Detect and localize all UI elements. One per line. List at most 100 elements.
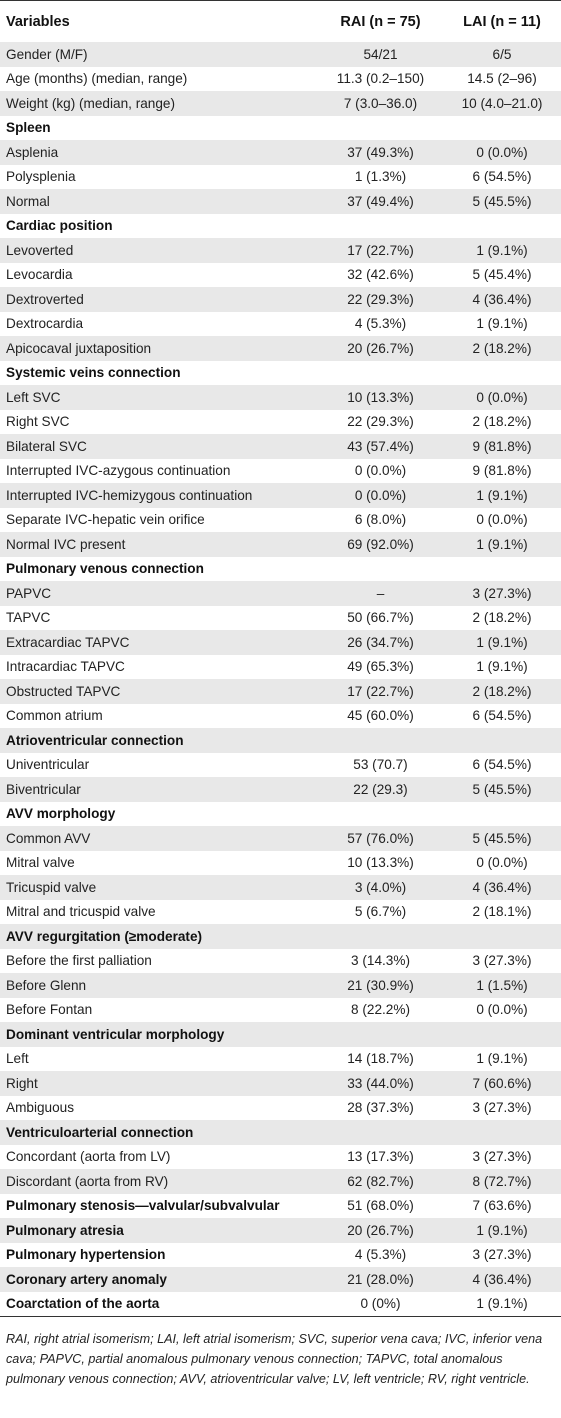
lai-value: 3 (27.3%) [472, 953, 532, 969]
rai-value: 3 (14.3%) [351, 953, 410, 969]
rai-value: 6 (8.0%) [354, 512, 407, 528]
lai-value: 3 (27.3%) [472, 1100, 532, 1116]
lai-value: 6/5 [492, 46, 512, 62]
section-header-row: Spleen [0, 116, 561, 141]
header-variables: Variables [6, 13, 70, 30]
row-label: Levocardia [6, 267, 73, 283]
row-label: Obstructed TAPVC [6, 683, 121, 699]
table-row: Mitral valve 10 (13.3%) 0 (0.0%) [0, 851, 561, 876]
row-label: Levoverted [6, 242, 74, 258]
lai-value: 6 (54.5%) [472, 757, 532, 773]
table-row: Weight (kg) (median, range) 7 (3.0–36.0) 1… [0, 91, 561, 116]
row-label: Coarctation of the aorta [6, 1296, 160, 1312]
table-row: Interrupted IVC-azygous continuation 0 (0… [0, 459, 561, 484]
table-row: Before the first palliation 3 (14.3%) 3 (2… [0, 949, 561, 974]
row-label: Dominant ventricular morphology [6, 1026, 225, 1042]
lai-value: 1 (9.1%) [476, 242, 528, 258]
lai-value: 7 (63.6%) [472, 1198, 532, 1214]
row-label: Interrupted IVC-hemizygous continuation [6, 487, 253, 503]
row-label: Intracardiac TAPVC [6, 659, 125, 675]
lai-value: 2 (18.2%) [472, 610, 532, 626]
table-row: Normal 37 (49.4%) 5 (45.5%) [0, 189, 561, 214]
row-label: Mitral valve [6, 855, 75, 871]
lai-value: 0 (0.0%) [476, 144, 528, 160]
row-label: Pulmonary atresia [6, 1222, 124, 1238]
lai-value: 9 (81.8%) [472, 438, 532, 454]
row-label: Gender (M/F) [6, 46, 88, 62]
table-row: Separate IVC-hepatic vein orifice 6 (8.0%… [0, 508, 561, 533]
row-label: Normal [6, 193, 50, 209]
rai-value: 8 (22.2%) [351, 1002, 410, 1018]
lai-value: 0 (0.0%) [476, 855, 528, 871]
lai-value: 5 (45.5%) [472, 781, 532, 797]
lai-value: 6 (54.5%) [472, 169, 532, 185]
lai-value: 8 (72.7%) [472, 1173, 532, 1189]
top-rule [0, 0, 561, 1]
lai-value: 4 (36.4%) [472, 1271, 532, 1287]
rai-value: 57 (76.0%) [347, 830, 414, 846]
table-row: Common AVV 57 (76.0%) 5 (45.5%) [0, 826, 561, 851]
rai-value: 20 (26.7%) [347, 340, 414, 356]
rai-value: 33 (44.0%) [347, 1075, 414, 1091]
rai-value: 21 (30.9%) [347, 977, 414, 993]
rai-value: 0 (0.0%) [354, 487, 407, 503]
row-label: Bilateral SVC [6, 438, 87, 454]
rai-value: 21 (28.0%) [347, 1271, 414, 1287]
rai-value: 22 (29.3%) [347, 414, 414, 430]
lai-value: 14.5 (2–96) [467, 71, 537, 87]
lai-value: 2 (18.2%) [472, 340, 532, 356]
row-label: Weight (kg) (median, range) [6, 95, 175, 111]
rai-value: 51 (68.0%) [347, 1198, 414, 1214]
rai-value: 0 (0%) [360, 1296, 401, 1312]
lai-value: 1 (9.1%) [476, 659, 528, 675]
table-row: TAPVC 50 (66.7%) 2 (18.2%) [0, 606, 561, 631]
section-header-row: Pulmonary stenosis—valvular/subvalvular 5… [0, 1194, 561, 1219]
lai-value: 6 (54.5%) [472, 708, 532, 724]
rai-value: 50 (66.7%) [347, 610, 414, 626]
rai-value: 10 (13.3%) [347, 389, 414, 405]
rai-value: 62 (82.7%) [347, 1173, 414, 1189]
lai-value: 1 (9.1%) [476, 1296, 528, 1312]
row-label: PAPVC [6, 585, 52, 601]
row-label: Right SVC [6, 414, 70, 430]
table-body: Gender (M/F) 54/21 6/5 Age (months) (median… [0, 42, 561, 1316]
table-row: Univentricular 53 (70.7) 6 (54.5%) [0, 753, 561, 778]
row-label: Before Glenn [6, 977, 87, 993]
table-header: Variables RAI (n = 75) LAI (n = 11) [0, 1, 561, 42]
section-header-row: Pulmonary atresia 20 (26.7%) 1 (9.1%) [0, 1218, 561, 1243]
row-label: Dextrocardia [6, 316, 84, 332]
table-row: Gender (M/F) 54/21 6/5 [0, 42, 561, 67]
lai-value: 5 (45.5%) [472, 830, 532, 846]
header-lai: LAI (n = 11) [463, 13, 541, 30]
lai-value: 1 (9.1%) [476, 316, 528, 332]
row-label: Ambiguous [6, 1100, 75, 1116]
lai-value: 7 (60.6%) [472, 1075, 532, 1091]
row-label: Normal IVC present [6, 536, 126, 552]
table-row: Before Glenn 21 (30.9%) 1 (1.5%) [0, 973, 561, 998]
table-row: Levocardia 32 (42.6%) 5 (45.4%) [0, 263, 561, 288]
row-label: Cardiac position [6, 218, 113, 234]
table-row: PAPVC – 3 (27.3%) [0, 581, 561, 606]
lai-value: 1 (1.5%) [476, 977, 528, 993]
lai-value: 5 (45.4%) [472, 267, 532, 283]
lai-value: 1 (9.1%) [476, 1051, 528, 1067]
section-header-row: Coarctation of the aorta 0 (0%) 1 (9.1%) [0, 1292, 561, 1317]
bottom-rule [0, 1316, 561, 1317]
rai-value: 3 (4.0%) [354, 879, 407, 895]
rai-value: 20 (26.7%) [347, 1222, 414, 1238]
lai-value: 3 (27.3%) [472, 585, 532, 601]
section-header-row: Cardiac position [0, 214, 561, 239]
lai-value: 0 (0.0%) [476, 389, 528, 405]
table-row: Asplenia 37 (49.3%) 0 (0.0%) [0, 140, 561, 165]
lai-value: 2 (18.2%) [472, 683, 532, 699]
table-row: Polysplenia 1 (1.3%) 6 (54.5%) [0, 165, 561, 190]
rai-value: 43 (57.4%) [347, 438, 414, 454]
lai-value: 1 (9.1%) [476, 1222, 528, 1238]
rai-value: 22 (29.3) [353, 781, 408, 797]
row-label: Interrupted IVC-azygous continuation [6, 463, 231, 479]
row-label: Atrioventricular connection [6, 732, 184, 748]
table-row: Ambiguous 28 (37.3%) 3 (27.3%) [0, 1096, 561, 1121]
row-label: Concordant (aorta from LV) [6, 1149, 171, 1165]
section-header-row: Pulmonary venous connection [0, 557, 561, 582]
rai-value: 10 (13.3%) [347, 855, 414, 871]
